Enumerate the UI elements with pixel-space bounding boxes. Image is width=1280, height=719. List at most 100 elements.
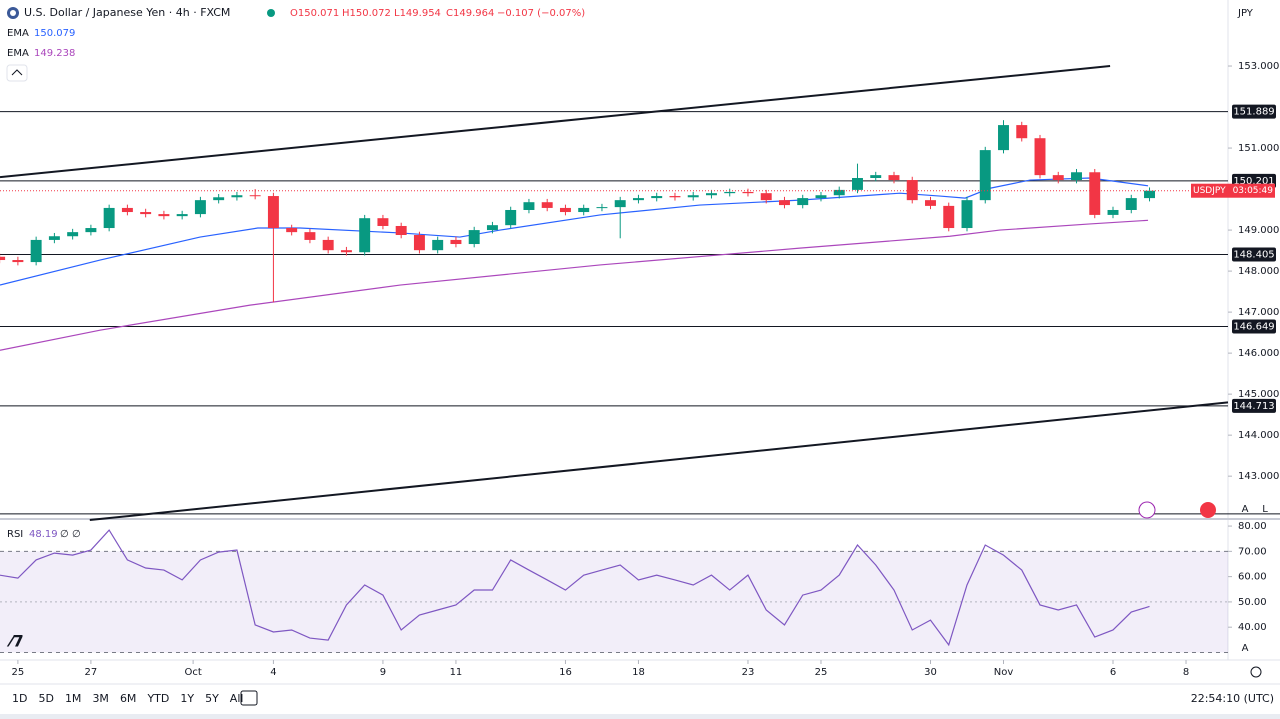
level-tag [1232,247,1276,262]
x-tick-label: 4 [270,667,276,678]
y-tick-label: 144.000 [1238,430,1279,441]
candle-body [797,198,809,206]
rsi-auto-button[interactable]: A [1242,643,1249,654]
x-tick-label: Nov [994,667,1014,678]
candle-body [249,195,261,197]
ohlc-close: C149.964 [446,8,494,19]
candle-body [158,214,170,217]
candle-body [1089,172,1101,215]
ohlc-open: O150.071 [290,8,339,19]
rsi-value: 48.19 [29,529,58,540]
candle-body [1125,198,1137,210]
timeframe-button[interactable]: 6M [120,692,137,705]
candle-body [870,175,882,178]
toolbar: 1D 5D 1M 3M 6M YTD 1Y 5Y All [12,692,243,705]
y-tick-label: 143.000 [1238,471,1279,482]
ohlc-high: H150.072 [342,8,391,19]
candle-body [194,200,206,215]
date-range-icon[interactable] [240,690,258,706]
rsi-label: RSI [7,529,23,540]
timeframe-button[interactable]: 3M [92,692,109,705]
log-scale-button[interactable]: L [1262,504,1268,515]
candle-body [231,195,243,198]
timeframe-button[interactable]: 1Y [180,692,194,705]
timeframe-button[interactable]: All [230,692,244,705]
legend: U.S. Dollar / Japanese Yen · 4h · FXCM O… [6,6,585,540]
y-tick-label: 151.000 [1238,143,1279,154]
y-tick-label: 153.000 [1238,61,1279,72]
candle-body [998,125,1009,151]
y-tick-label: 147.000 [1238,307,1279,318]
market-status [267,9,275,17]
candle-body [815,195,827,199]
candle-body [559,207,571,213]
collapse-button[interactable] [6,64,28,82]
clock: 22:54:10 (UTC) [1191,692,1274,705]
timeframe-button[interactable]: YTD [146,692,169,705]
ema-label: EMA [7,48,29,59]
currency[interactable]: JPY [1237,8,1254,19]
flag-event-icon[interactable] [1200,502,1216,518]
candle-body [377,218,389,226]
x-tick-label: 27 [85,667,98,678]
timeframe-button[interactable]: 5D [38,692,53,705]
x-tick-label: 18 [632,667,645,678]
candle-body [213,197,225,201]
candle-body [596,207,608,209]
price-tag-countdown: 03:05:49 [1233,186,1274,196]
candle-body [413,235,425,251]
candle-body [651,196,663,199]
event-icon[interactable] [1138,501,1156,519]
x-tick-label: 11 [450,667,463,678]
timeframe-button[interactable]: 5Y [205,692,219,705]
candle-body [614,200,626,208]
x-tick-label: 6 [1110,667,1116,678]
y-tick-label: 60.00 [1238,572,1267,583]
level-label: 150.201 [1233,176,1274,187]
y-tick-label: 145.000 [1238,389,1279,400]
candle-body [85,228,97,233]
ohlc-change: −0.107 (−0.07%) [497,8,585,19]
timeframe-button[interactable]: 1M [65,692,82,705]
level-tag [1232,398,1276,413]
x-tick-label: 23 [742,667,755,678]
logo: ⁄7 [6,632,24,651]
rsi-param: ∅ [72,529,81,540]
candle-body [1071,172,1082,181]
x-tick-label: 9 [380,667,386,678]
y-tick-label: 40.00 [1238,622,1267,633]
candle-body [778,200,790,206]
candle-body [395,225,407,236]
candle-body [669,196,681,198]
candle-body [340,250,352,253]
candle-body [176,214,188,217]
y-tick-label: 146.000 [1238,348,1279,359]
timeframe-button[interactable]: 1D [12,692,27,705]
trendline [0,65,1111,179]
level-label: 144.713 [1233,401,1274,412]
ema-label: EMA [7,28,29,39]
candle-body [30,239,42,263]
auto-scale-button[interactable]: A [1242,504,1249,515]
candle-body [432,239,444,251]
price-tag [1191,183,1275,198]
candle-body [121,207,133,213]
candle-body [267,196,279,229]
candle-body [0,256,6,261]
y-tick-label: 149.000 [1238,225,1279,236]
level-tag [1232,104,1276,119]
collapse-icon [11,69,23,76]
settings-icon[interactable] [1250,666,1262,678]
candle-body [705,193,717,196]
ohlc-low: L149.954 [394,8,441,19]
candle-body [943,205,955,229]
candle-body [1034,138,1046,176]
candle-body [742,191,754,194]
candle-body [833,189,845,196]
candle-body [286,228,298,233]
rsi-param: ∅ [60,529,69,540]
candle-body [67,232,79,237]
symbol-title: U.S. Dollar / Japanese Yen · 4h · FXCM [24,6,230,19]
y-tick-label: 70.00 [1238,546,1267,557]
